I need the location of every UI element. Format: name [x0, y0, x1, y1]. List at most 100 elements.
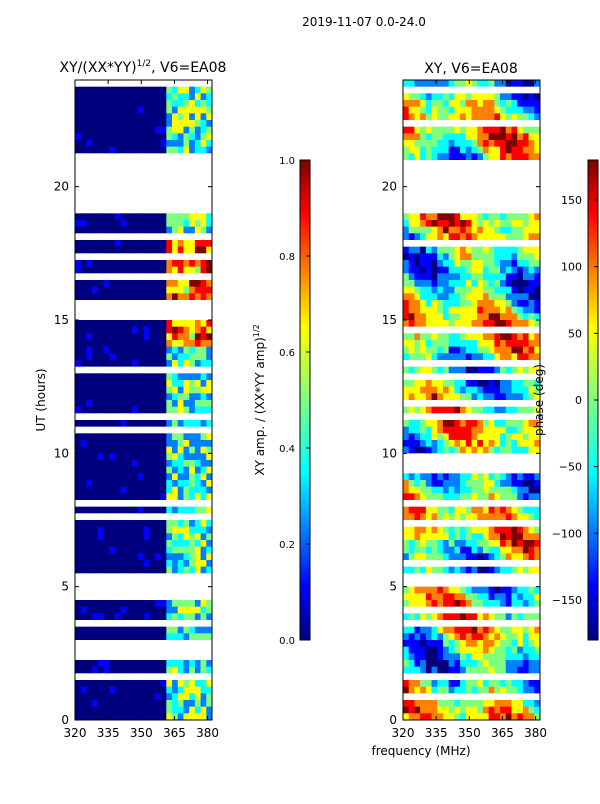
phase-heatmap-cell [448, 460, 455, 467]
amp-heatmap-cell [80, 140, 87, 147]
amp-heatmap-cell [97, 660, 104, 667]
amp-heatmap-cell [194, 600, 201, 607]
phase-heatmap-cell [431, 586, 438, 594]
phase-heatmap-cell [442, 140, 449, 147]
amp-heatmap-cell [92, 646, 99, 654]
amp-heatmap-cell [132, 653, 139, 661]
phase-heatmap-cell [522, 653, 529, 661]
amp-heatmap-cell [109, 626, 116, 634]
phase-heatmap-cell [494, 580, 501, 587]
amp-heatmap-cell [126, 513, 133, 521]
amp-heatmap-cell [97, 273, 104, 281]
phase-heatmap-cell [511, 180, 518, 187]
amp-heatmap-cell [75, 653, 82, 661]
amp-heatmap-cell [183, 240, 190, 247]
phase-heatmap-cell [408, 273, 415, 281]
phase-heatmap-cell [482, 213, 489, 221]
amp-heatmap-cell [177, 293, 184, 301]
amp-heatmap-cell [92, 540, 99, 547]
amp-heatmap-cell [160, 520, 167, 527]
amp-heatmap-cell [194, 706, 201, 714]
phase-heatmap-cell [454, 546, 461, 554]
amp-heatmap-cell [154, 446, 161, 454]
phase-heatmap-cell [460, 713, 467, 721]
amp-heatmap-cell [80, 200, 87, 207]
amp-heatmap-cell [75, 360, 82, 367]
amp-heatmap-cell [137, 420, 144, 427]
phase-heatmap-cell [517, 120, 524, 127]
amp-heatmap-cell [137, 126, 144, 134]
amp-heatmap-cell [80, 480, 87, 487]
amp-heatmap-cell [86, 346, 93, 354]
amp-heatmap-cell [200, 713, 207, 721]
phase-heatmap-cell [448, 260, 455, 267]
shared-x-axis-label: frequency (MHz) [371, 744, 470, 758]
amp-heatmap-cell [132, 686, 139, 694]
phase-heatmap-cell [522, 300, 529, 307]
phase-heatmap-cell [403, 140, 410, 147]
amp-heatmap-cell [132, 220, 139, 227]
amp-heatmap-cell [183, 366, 190, 374]
amp-heatmap-cell [114, 153, 121, 161]
phase-heatmap-cell [477, 600, 484, 607]
phase-heatmap-cell [528, 586, 535, 594]
amp-heatmap-cell [126, 586, 133, 594]
amp-heatmap-cell [86, 553, 93, 561]
amp-heatmap-cell [200, 660, 207, 667]
amp-heatmap-cell [80, 566, 87, 574]
phase-heatmap-cell [477, 540, 484, 547]
phase-heatmap-cell [454, 406, 461, 414]
amp-heatmap-cell [126, 353, 133, 361]
amp-heatmap-cell [120, 353, 127, 361]
amp-heatmap-cell [166, 240, 173, 247]
amp-heatmap-cell [114, 106, 121, 114]
phase-heatmap-cell [431, 153, 438, 161]
phase-heatmap-cell [437, 300, 444, 307]
amp-heatmap-cell [194, 400, 201, 407]
amp-heatmap-cell [80, 413, 87, 421]
amp-heatmap-cell [183, 133, 190, 141]
amp-heatmap-cell [149, 180, 156, 187]
phase-heatmap-cell [437, 553, 444, 561]
phase-heatmap-cell [505, 546, 512, 554]
phase-heatmap-cell [528, 153, 535, 161]
phase-heatmap-cell [488, 586, 495, 594]
amp-heatmap-cell [189, 500, 196, 507]
phase-heatmap-cell [460, 653, 467, 661]
amp-heatmap-cell [189, 600, 196, 607]
amp-heatmap-cell [97, 166, 104, 174]
figure-suptitle: 2019-11-07 0.0-24.0 [302, 15, 426, 29]
phase-heatmap-cell [454, 373, 461, 381]
amp-heatmap-cell [97, 353, 104, 361]
phase-heatmap-cell [437, 80, 444, 87]
phase-heatmap-cell [442, 326, 449, 334]
phase-heatmap-cell [442, 386, 449, 394]
amp-heatmap-cell [154, 126, 161, 134]
amp-heatmap-cell [126, 266, 133, 274]
amp-heatmap-cell [75, 253, 82, 261]
amp-heatmap-cell [177, 413, 184, 421]
phase-heatmap-cell [517, 446, 524, 454]
phase-heatmap-cell [414, 206, 421, 214]
amp-heatmap-cell [160, 120, 167, 127]
amp-heatmap-cell [143, 433, 150, 441]
amp-heatmap-cell [75, 493, 82, 501]
amp-heatmap-cell [143, 373, 150, 381]
phase-heatmap-cell [505, 493, 512, 501]
phase-heatmap-cell [403, 486, 410, 494]
amp-heatmap-cell [189, 360, 196, 367]
amp-heatmap-cell [154, 646, 161, 654]
phase-heatmap-cell [517, 666, 524, 674]
amp-heatmap-cell [183, 393, 190, 401]
phase-heatmap-cell [448, 700, 455, 707]
amp-heatmap-cell [126, 100, 133, 107]
amp-heatmap-cell [97, 320, 104, 327]
phase-heatmap-cell [522, 146, 529, 154]
phase-heatmap-cell [505, 593, 512, 601]
phase-heatmap-cell [494, 533, 501, 541]
amp-heatmap-cell [114, 173, 121, 181]
amp-heatmap-cell [120, 480, 127, 487]
amp-heatmap-cell [109, 380, 116, 387]
amp-heatmap-cell [120, 453, 127, 461]
amp-heatmap-cell [97, 186, 104, 194]
